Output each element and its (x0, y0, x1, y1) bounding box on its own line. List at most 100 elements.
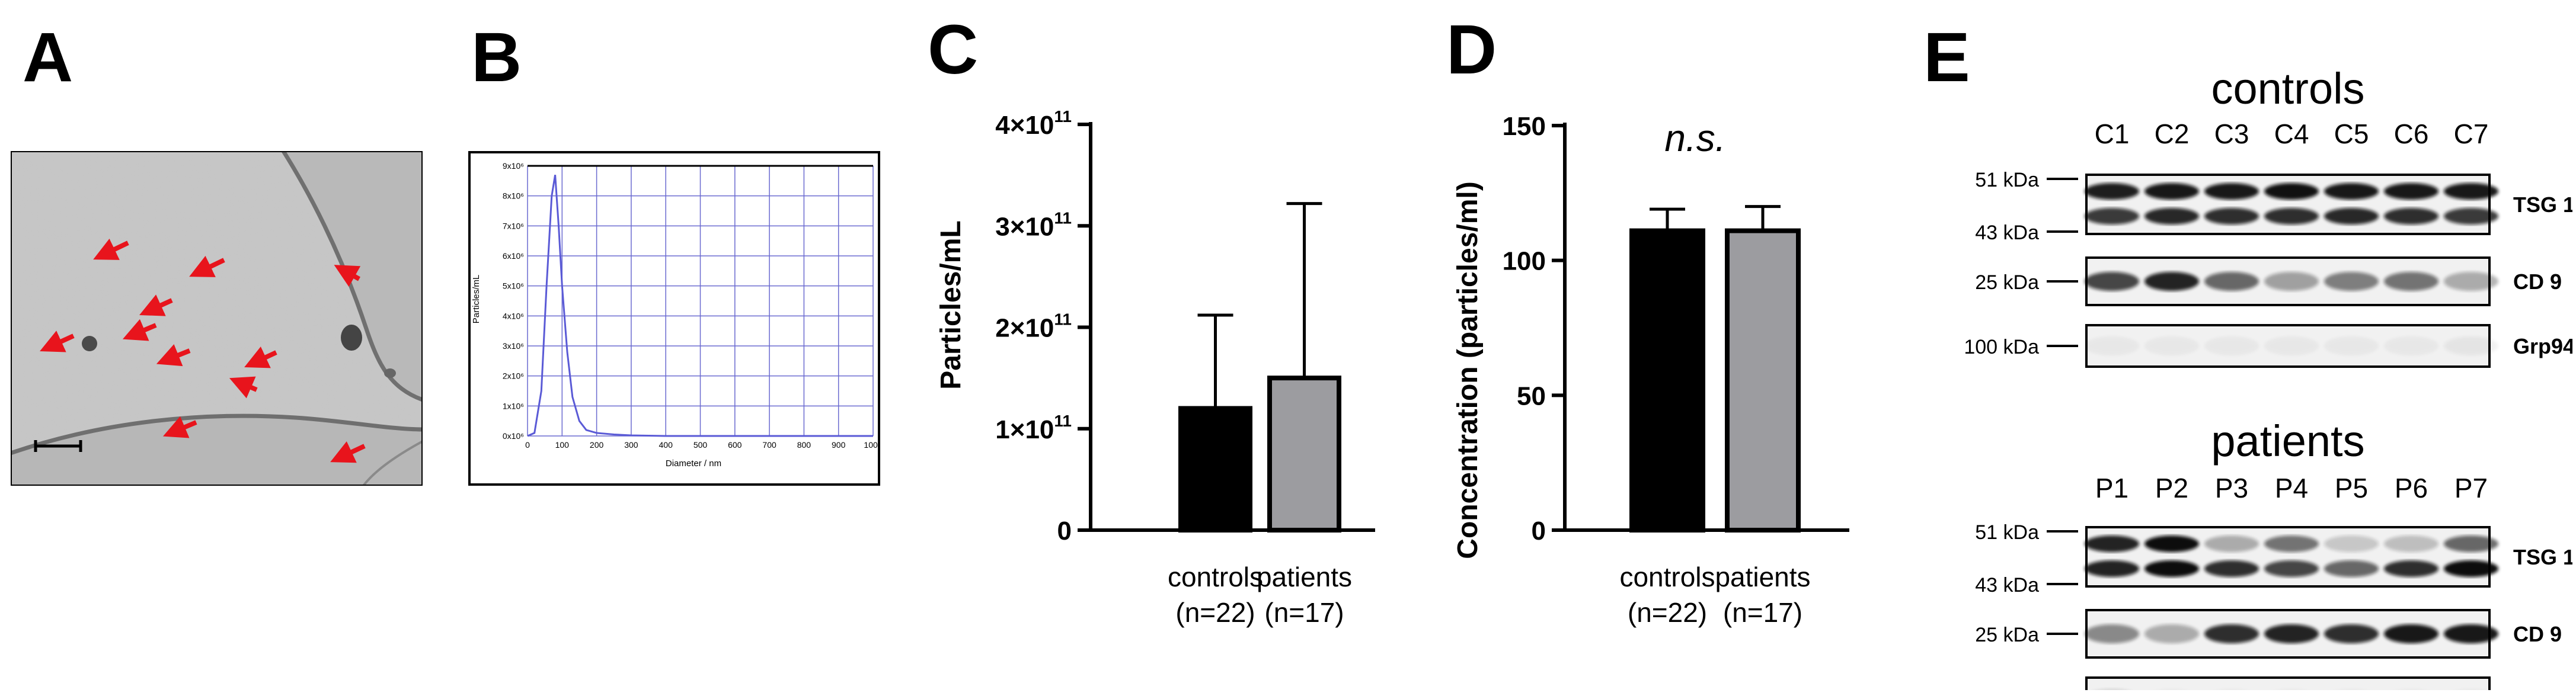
nta-y-tick-label: 5x10⁶ (503, 281, 524, 291)
patients-blot-group: patients P1 P2 P3 P4 P5 P6 P7 51 kDa 43 kDa TSG 10… (1964, 416, 2572, 690)
concentration-bars (1178, 202, 1341, 533)
controls-band (2444, 183, 2498, 200)
patients-lane-label: P4 (2275, 473, 2308, 503)
patients-band (2444, 560, 2498, 577)
patients-marker-label: 51 kDa (1975, 521, 2039, 544)
diameter-bar-patients (1725, 228, 1801, 533)
patients-band (2204, 624, 2259, 643)
controls-marker-label: 43 kDa (1975, 222, 2039, 244)
diameter-x-label: patients (1715, 562, 1810, 592)
controls-protein-label: CD 9 (2513, 270, 2562, 294)
controls-band (2144, 272, 2199, 291)
nta-y-tick-label: 8x10⁶ (503, 191, 524, 201)
controls-marker-label: 51 kDa (1975, 169, 2039, 191)
patients-lane-label: P5 (2335, 473, 2368, 503)
concentration-bar-patients (1267, 376, 1341, 533)
nta-x-tick-label: 200 (590, 440, 604, 450)
controls-band (2324, 272, 2379, 291)
controls-blot-strip (2085, 324, 2498, 368)
diameter-bar-controls (1629, 228, 1705, 533)
nta-x-ticks: 0 100 200 300 400 500 600 700 800 900 1000 (525, 440, 880, 450)
concentration-y-tick-label: 2×1011 (995, 310, 1072, 343)
patients-marker-label: 43 kDa (1975, 574, 2039, 596)
concentration-x-label: controls (1168, 562, 1263, 592)
nta-y-tick-label: 7x10⁶ (503, 221, 524, 230)
nta-y-tick-label: 6x10⁶ (503, 251, 524, 261)
controls-band (2085, 336, 2139, 355)
controls-band (2264, 208, 2319, 224)
patients-marker-label: 100 kDa (1964, 688, 2039, 690)
controls-band (2144, 336, 2199, 355)
nta-x-tick-label: 700 (762, 440, 776, 450)
controls-blot-border (2085, 324, 2491, 368)
patients-protein-label: Grp94 (2513, 687, 2572, 690)
patients-band (2144, 624, 2199, 643)
controls-band (2324, 336, 2379, 355)
patients-blot-border (2085, 676, 2491, 690)
patients-blot-strip (2085, 676, 2491, 690)
controls-protein-label: TSG 101 (2513, 193, 2572, 217)
patients-band (2204, 560, 2259, 577)
controls-band (2384, 183, 2438, 200)
nta-x-tick-label: 600 (728, 440, 742, 450)
controls-band (2264, 272, 2319, 291)
controls-band (2264, 336, 2319, 355)
patients-band (2144, 535, 2199, 552)
concentration-x-labels: controls (n=22)patients (n=17) (1168, 562, 1352, 628)
panel-label-a: A (23, 18, 73, 97)
controls-band (2204, 336, 2259, 355)
patients-blot-strip (2085, 526, 2498, 588)
controls-band (2384, 208, 2438, 224)
panel-label-b: B (471, 18, 522, 97)
controls-band (2144, 183, 2199, 200)
concentration-bar-chart: Particles/mL 0 1×1011 2×1011 3×1011 4×1011 c… (935, 107, 1375, 628)
controls-band (2085, 208, 2139, 224)
controls-band (2085, 272, 2139, 291)
nta-size-distribution-chart: 0x10⁶ 1x10⁶ 2x10⁶ 3x10⁶ 4x10⁶ 5x10⁶ 6x10⁶ 7x10⁶… (468, 151, 880, 486)
patients-band (2264, 560, 2319, 577)
diameter-y-tick-label: 0 (1532, 517, 1546, 546)
concentration-y-tick-label: 1×1011 (995, 412, 1072, 444)
patients-band (2264, 624, 2319, 643)
controls-protein-label: Grp94 (2513, 334, 2572, 358)
controls-lane-label: C5 (2334, 118, 2369, 149)
patients-band (2324, 560, 2379, 577)
diameter-bars (1629, 205, 1801, 533)
patients-blot-border (2085, 609, 2491, 659)
controls-band (2324, 183, 2379, 200)
scale-bar (34, 440, 82, 452)
nta-y-tick-label: 1x10⁶ (503, 401, 524, 410)
patients-band (2144, 560, 2199, 577)
controls-blot-strip (2085, 174, 2498, 235)
panel-label-e: E (1923, 18, 1970, 97)
controls-lane-label: C6 (2394, 118, 2429, 149)
patients-lane-label: P7 (2454, 473, 2488, 503)
controls-blot-title: controls (2211, 68, 2364, 113)
concentration-x-label: patients (1257, 562, 1352, 592)
nta-x-tick-label: 1000 (864, 440, 880, 450)
controls-lane-label: C4 (2274, 118, 2309, 149)
controls-lane-label: C7 (2454, 118, 2489, 149)
vesicle-arrows (40, 238, 366, 463)
nta-x-tick-label: 900 (832, 440, 846, 450)
patients-band (2204, 535, 2259, 552)
panel-label-c: C (928, 11, 979, 89)
nta-y-tick-label: 3x10⁶ (503, 341, 524, 351)
controls-band (2444, 336, 2498, 355)
concentration-x-n-label: (n=17) (1264, 597, 1344, 628)
concentration-y-tick-label: 3×1011 (995, 209, 1072, 241)
nta-ylabel: Particles/mL (471, 275, 481, 324)
patients-band (2444, 624, 2498, 643)
controls-band (2204, 272, 2259, 291)
patients-band (2324, 535, 2379, 552)
diameter-x-label: controls (1619, 562, 1715, 592)
nta-x-tick-label: 800 (797, 440, 811, 450)
patients-band (2085, 624, 2139, 643)
diameter-y-tick-label: 50 (1517, 381, 1546, 410)
diameter-x-labels: controls (n=22) patients (n=17) (1619, 562, 1810, 628)
patients-band (2264, 535, 2319, 552)
patients-band (2098, 689, 2126, 690)
nta-y-tick-label: 9x10⁶ (503, 161, 524, 171)
patients-band (2384, 560, 2438, 577)
controls-lane-label: C3 (2214, 118, 2249, 149)
